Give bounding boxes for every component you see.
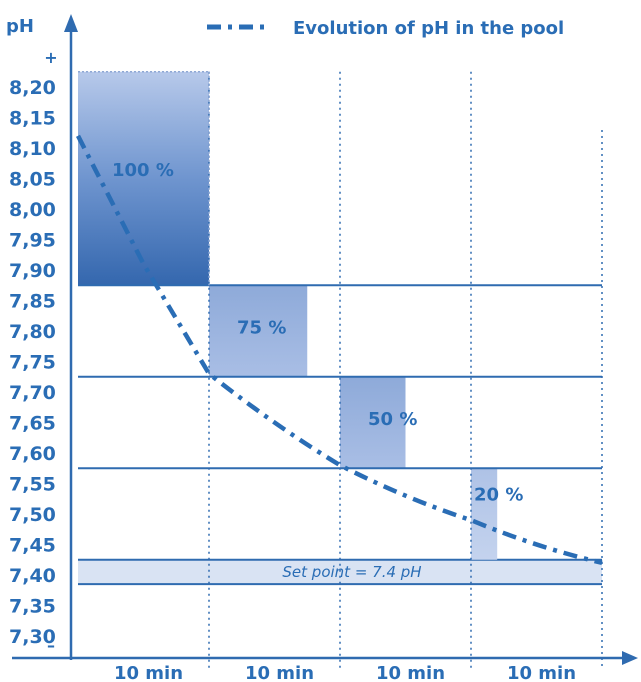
- x-category-label: 10 min: [245, 663, 314, 682]
- x-axis-arrowhead-icon: [622, 651, 638, 665]
- y-tick-label: 7,95: [9, 230, 56, 252]
- y-tick-label: 7,60: [9, 443, 56, 465]
- y-axis-minus-label: –: [47, 636, 55, 655]
- y-tick-label: 7,55: [9, 474, 56, 496]
- y-tick-label: 7,90: [9, 260, 56, 282]
- y-axis-label: pH: [6, 16, 34, 37]
- y-tick-label: 8,05: [9, 169, 56, 191]
- y-tick-label: 7,85: [9, 291, 56, 313]
- axes-layer: [12, 14, 638, 665]
- series-layer: [75, 134, 603, 565]
- y-tick-label: 8,15: [9, 108, 56, 130]
- y-tick-label: 7,45: [9, 535, 56, 557]
- y-tick-label: 7,70: [9, 382, 56, 404]
- text-layer: Set point = 7.4 pH 100 % 75 % 50 % 20 % 8,20 8…: [9, 77, 576, 682]
- y-tick-label: 7,65: [9, 413, 56, 435]
- y-axis-arrowhead-icon: [64, 14, 78, 32]
- dosing-bars-layer: [78, 71, 498, 560]
- dosing-bar-label-100: 100 %: [112, 160, 174, 181]
- dosing-bar-75: [209, 285, 308, 377]
- x-category-label: 10 min: [376, 663, 445, 682]
- y-tick-label: 8,20: [9, 77, 56, 99]
- set-point-label: Set point = 7.4 pH: [282, 563, 421, 581]
- y-tick-label: 8,00: [9, 199, 56, 221]
- x-category-label: 10 min: [114, 663, 183, 682]
- y-tick-label: 8,10: [9, 138, 56, 160]
- y-tick-label: 7,50: [9, 504, 56, 526]
- dosing-bar-label-20: 20 %: [474, 484, 523, 505]
- dosing-bar-50: [340, 376, 406, 469]
- dosing-bar-100: [78, 71, 209, 286]
- ph-evolution-line: [75, 134, 603, 565]
- y-tick-label: 7,40: [9, 565, 56, 587]
- chart-title: Evolution of pH in the pool: [293, 18, 564, 39]
- y-axis-plus-label: +: [44, 48, 57, 67]
- y-tick-label: 7,75: [9, 352, 56, 374]
- dosing-bar-20: [471, 468, 498, 560]
- legend: Evolution of pH in the pool: [207, 18, 564, 39]
- y-tick-label: 7,35: [9, 596, 56, 618]
- y-tick-label: 7,30: [9, 626, 56, 648]
- y-tick-label: 7,80: [9, 321, 56, 343]
- dosing-bar-label-50: 50 %: [368, 409, 417, 430]
- dosing-bar-label-75: 75 %: [237, 317, 286, 338]
- grid-layer: [78, 71, 603, 668]
- x-category-label: 10 min: [507, 663, 576, 682]
